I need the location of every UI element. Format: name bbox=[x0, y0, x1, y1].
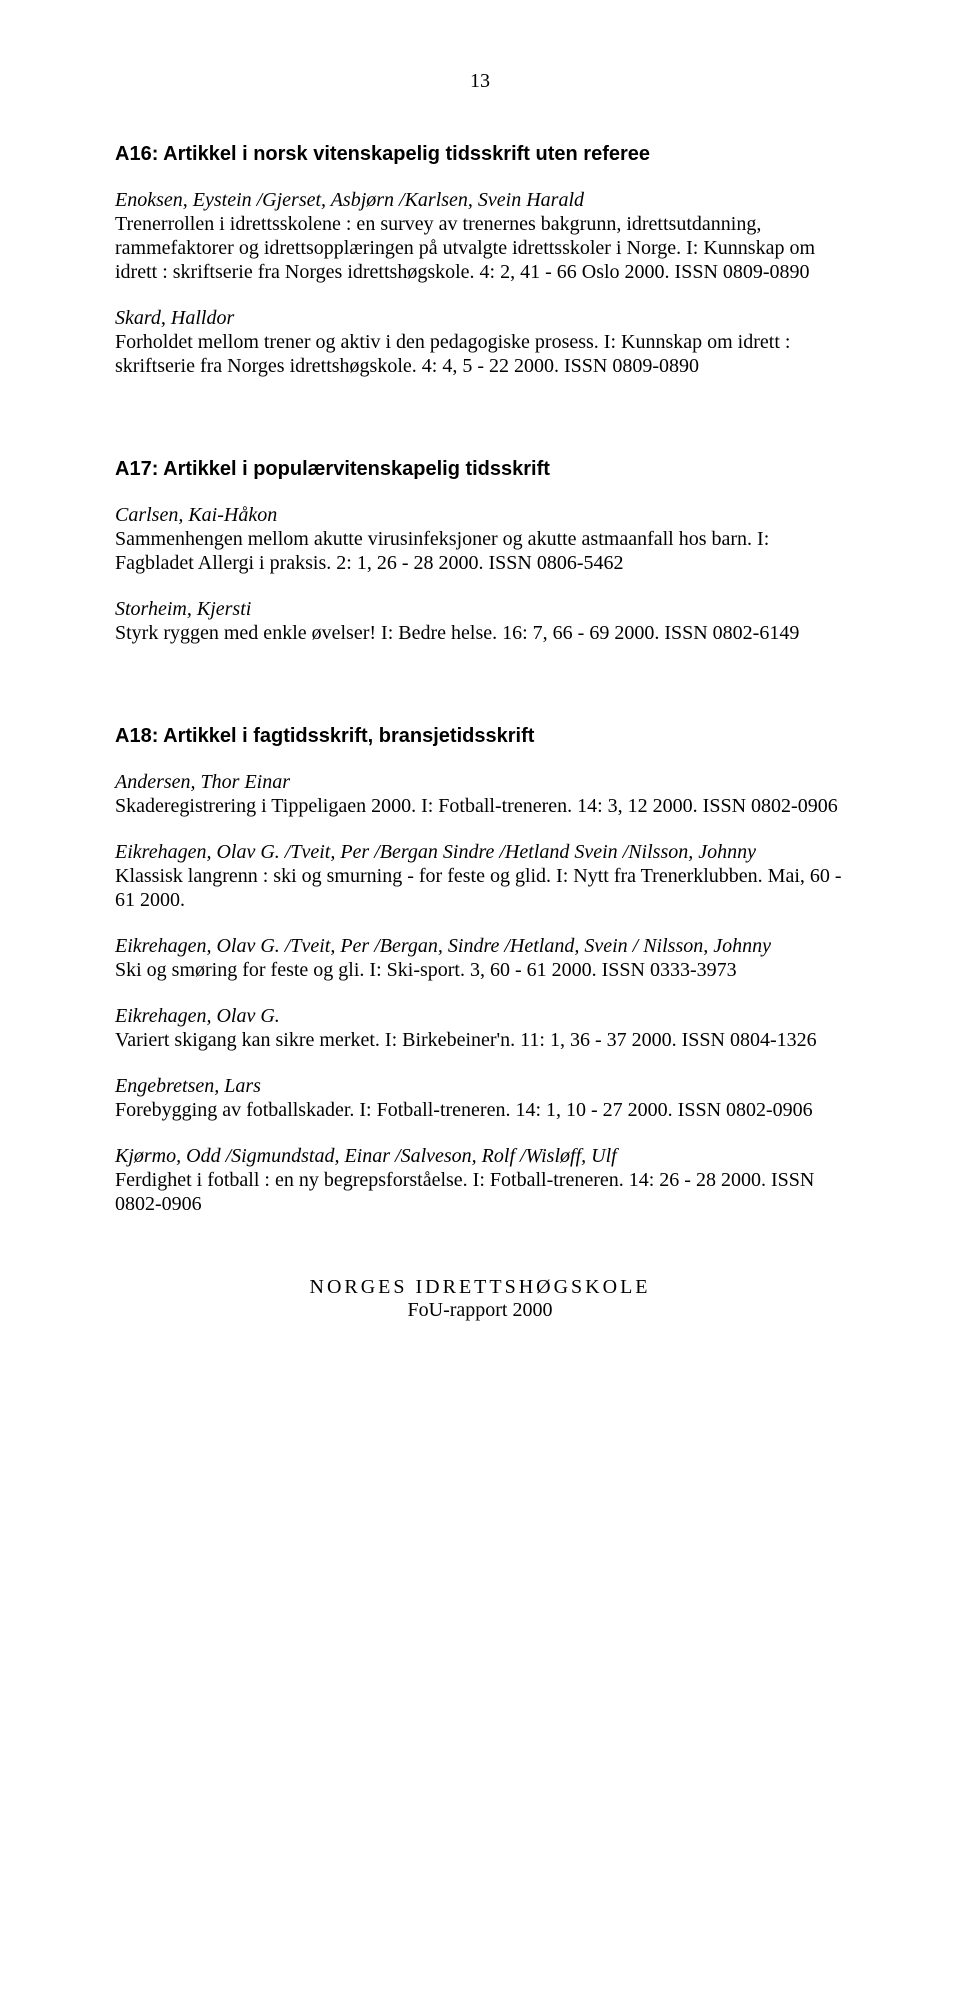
bibliography-entry: Engebretsen, Lars Forebygging av fotball… bbox=[115, 1074, 845, 1122]
section-gap bbox=[115, 667, 845, 725]
page-footer: NORGES IDRETTSHØGSKOLE FoU-rapport 2000 bbox=[115, 1276, 845, 1322]
entry-text: Ferdighet i fotball : en ny begrepsforst… bbox=[115, 1169, 814, 1215]
entry-author: Skard, Halldor bbox=[115, 307, 234, 329]
footer-line-2: FoU-rapport 2000 bbox=[115, 1299, 845, 1322]
bibliography-entry: Eikrehagen, Olav G. /Tveit, Per /Bergan,… bbox=[115, 934, 845, 982]
entry-author: Engebretsen, Lars bbox=[115, 1075, 261, 1097]
section-a17: A17: Artikkel i populærvitenskapelig tid… bbox=[115, 458, 845, 645]
entry-author: Eikrehagen, Olav G. /Tveit, Per /Bergan … bbox=[115, 841, 756, 863]
entry-text: Skaderegistrering i Tippeligaen 2000. I:… bbox=[115, 795, 838, 817]
entry-text: Trenerrollen i idrettsskolene : en surve… bbox=[115, 213, 815, 283]
entry-text: Forholdet mellom trener og aktiv i den p… bbox=[115, 331, 790, 377]
entry-text: Styrk ryggen med enkle øvelser! I: Bedre… bbox=[115, 622, 799, 644]
bibliography-entry: Skard, Halldor Forholdet mellom trener o… bbox=[115, 306, 845, 378]
entry-text: Sammenhengen mellom akutte virusinfeksjo… bbox=[115, 528, 769, 574]
entry-author: Eikrehagen, Olav G. bbox=[115, 1005, 280, 1027]
section-a16: A16: Artikkel i norsk vitenskapelig tids… bbox=[115, 143, 845, 378]
page-number: 13 bbox=[115, 70, 845, 93]
entry-author: Storheim, Kjersti bbox=[115, 598, 251, 620]
bibliography-entry: Kjørmo, Odd /Sigmundstad, Einar /Salveso… bbox=[115, 1144, 845, 1216]
section-gap bbox=[115, 400, 845, 458]
bibliography-entry: Enoksen, Eystein /Gjerset, Asbjørn /Karl… bbox=[115, 188, 845, 284]
entry-author: Kjørmo, Odd /Sigmundstad, Einar /Salveso… bbox=[115, 1145, 617, 1167]
entry-author: Andersen, Thor Einar bbox=[115, 771, 290, 793]
entry-text: Klassisk langrenn : ski og smurning - fo… bbox=[115, 865, 842, 911]
document-page: 13 A16: Artikkel i norsk vitenskapelig t… bbox=[0, 0, 960, 1382]
bibliography-entry: Carlsen, Kai-Håkon Sammenhengen mellom a… bbox=[115, 503, 845, 575]
section-a18: A18: Artikkel i fagtidsskrift, bransjeti… bbox=[115, 725, 845, 1216]
entry-author: Enoksen, Eystein /Gjerset, Asbjørn /Karl… bbox=[115, 189, 584, 211]
section-title: A17: Artikkel i populærvitenskapelig tid… bbox=[115, 458, 845, 481]
entry-text: Ski og smøring for feste og gli. I: Ski-… bbox=[115, 959, 737, 981]
section-title: A16: Artikkel i norsk vitenskapelig tids… bbox=[115, 143, 845, 166]
bibliography-entry: Eikrehagen, Olav G. Variert skigang kan … bbox=[115, 1004, 845, 1052]
entry-text: Forebygging av fotballskader. I: Fotball… bbox=[115, 1099, 813, 1121]
section-title: A18: Artikkel i fagtidsskrift, bransjeti… bbox=[115, 725, 845, 748]
footer-line-1: NORGES IDRETTSHØGSKOLE bbox=[115, 1276, 845, 1299]
entry-author: Eikrehagen, Olav G. /Tveit, Per /Bergan,… bbox=[115, 935, 771, 957]
entry-author: Carlsen, Kai-Håkon bbox=[115, 504, 277, 526]
bibliography-entry: Eikrehagen, Olav G. /Tveit, Per /Bergan … bbox=[115, 840, 845, 912]
entry-text: Variert skigang kan sikre merket. I: Bir… bbox=[115, 1029, 817, 1051]
bibliography-entry: Storheim, Kjersti Styrk ryggen med enkle… bbox=[115, 597, 845, 645]
bibliography-entry: Andersen, Thor Einar Skaderegistrering i… bbox=[115, 770, 845, 818]
